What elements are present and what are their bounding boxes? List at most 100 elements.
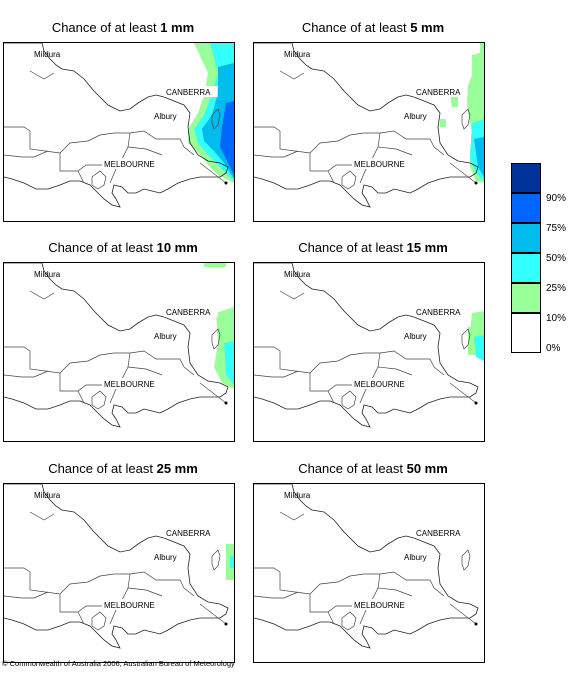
city-dot: [224, 622, 228, 626]
probability-region-2: [474, 335, 484, 361]
leader-line: [199, 603, 227, 625]
district-border: [29, 290, 55, 300]
victoria-coastline: [254, 484, 479, 649]
district-border: [254, 346, 311, 374]
district-border: [127, 146, 163, 156]
port-phillip-bay: [341, 611, 357, 631]
city-dot: [224, 181, 228, 185]
panel-title: Chance of at least 50 mm: [298, 461, 448, 476]
district-border: [309, 132, 380, 154]
legend-label-0: 0%: [546, 343, 561, 354]
label-melbourne: MELBOURNE: [354, 601, 405, 610]
district-border: [77, 170, 85, 184]
legend-label-90: 90%: [546, 193, 567, 204]
label-mildura: Mildura: [284, 491, 311, 500]
city-dot: [474, 181, 478, 185]
district-border: [379, 130, 435, 148]
district-border: [127, 587, 163, 597]
port-phillip-bay: [91, 611, 107, 631]
label-canberra: CANBERRA: [416, 308, 461, 317]
probability-map-15mm: Mildura CANBERRA Albury MELBOURNE: [253, 262, 485, 442]
city-dot: [224, 401, 228, 405]
probability-region-1: [230, 556, 234, 568]
district-border: [29, 70, 55, 80]
district-border: [433, 366, 445, 376]
probability-region-2: [474, 137, 484, 177]
act-border: [211, 549, 221, 571]
label-mildura: Mildura: [284, 50, 311, 59]
label-melbourne: MELBOURNE: [104, 601, 155, 610]
label-albury: Albury: [404, 553, 427, 562]
leader-line: [449, 162, 477, 184]
label-canberra-background: [414, 527, 468, 538]
district-border: [254, 150, 299, 158]
label-canberra-background: [164, 306, 218, 317]
label-canberra: CANBERRA: [166, 529, 211, 538]
victoria-coastline: [254, 263, 479, 428]
copyright-notice: © Commonwealth of Australia 2006, Austra…: [2, 659, 235, 668]
district-border: [59, 352, 130, 374]
panel-50mm: Chance of at least 50 mm Mildura CANBERRA…: [253, 461, 493, 673]
district-border: [183, 366, 195, 376]
panel-25mm: Chance of at least 25 mm Mildura CANBERRA…: [3, 461, 243, 673]
label-mildura: Mildura: [34, 50, 61, 59]
legend-swatch-10-25: [511, 283, 541, 313]
panel-title: Chance of at least 1 mm: [51, 20, 195, 35]
label-albury: Albury: [404, 332, 427, 341]
district-border: [254, 591, 299, 599]
port-phillip-bay: [91, 170, 107, 190]
district-border: [77, 390, 85, 404]
panel-10mm: Chance of at least 10 mm Mildura CANBERRA…: [3, 240, 243, 452]
label-mildura: Mildura: [284, 270, 311, 279]
district-border: [379, 571, 435, 589]
panel-15mm: Chance of at least 15 mm Mildura CANBERRA…: [253, 240, 493, 452]
probability-map-1mm: Mildura CANBERRA Albury MELBOURNE: [3, 42, 235, 222]
district-border: [4, 370, 49, 378]
district-border: [254, 126, 311, 154]
district-border: [4, 126, 61, 154]
label-canberra-background: [164, 527, 218, 538]
legend-label-25: 25%: [546, 283, 567, 294]
label-mildura: Mildura: [34, 491, 61, 500]
legend-label-50: 50%: [546, 253, 567, 264]
label-melbourne-background: [102, 378, 162, 389]
district-border: [59, 573, 130, 595]
probability-legend: 90% 75% 50% 25% 10% 0%: [511, 163, 566, 354]
label-canberra: CANBERRA: [416, 88, 461, 97]
label-melbourne: MELBOURNE: [104, 160, 155, 169]
district-border: [127, 366, 163, 376]
victoria-coastline: [4, 263, 229, 428]
probability-region-1: [224, 341, 234, 385]
legend-swatch-0-10: [511, 313, 541, 353]
leader-line: [449, 382, 477, 404]
victoria-coastline: [254, 43, 479, 208]
probability-region-3: [220, 101, 234, 175]
label-albury: Albury: [154, 553, 177, 562]
port-phillip-bay: [341, 170, 357, 190]
district-border: [433, 146, 445, 156]
act-border: [211, 108, 221, 130]
label-canberra: CANBERRA: [166, 88, 211, 97]
district-border: [279, 511, 305, 521]
legend-swatch-90-plus: [511, 163, 541, 193]
act-border: [461, 549, 471, 571]
label-canberra: CANBERRA: [166, 308, 211, 317]
leader-line: [449, 603, 477, 625]
act-border: [461, 108, 471, 130]
label-canberra-background: [414, 86, 468, 97]
probability-map-25mm: Mildura CANBERRA Albury MELBOURNE: [3, 483, 235, 663]
victoria-coastline: [4, 43, 229, 208]
district-border: [183, 587, 195, 597]
probability-region-3: [450, 95, 458, 107]
district-border: [77, 611, 85, 625]
legend-label-75: 75%: [546, 223, 567, 234]
leader-line: [199, 162, 227, 184]
act-border: [211, 328, 221, 350]
panel-1mm: Chance of at least 1 mm Mildura CANBERRA A…: [3, 20, 243, 232]
label-melbourne-background: [102, 599, 162, 610]
legend-swatch-50-75: [511, 223, 541, 253]
district-border: [377, 587, 413, 597]
panel-title: Chance of at least 10 mm: [48, 240, 198, 255]
district-border: [4, 150, 49, 158]
district-border: [377, 146, 413, 156]
